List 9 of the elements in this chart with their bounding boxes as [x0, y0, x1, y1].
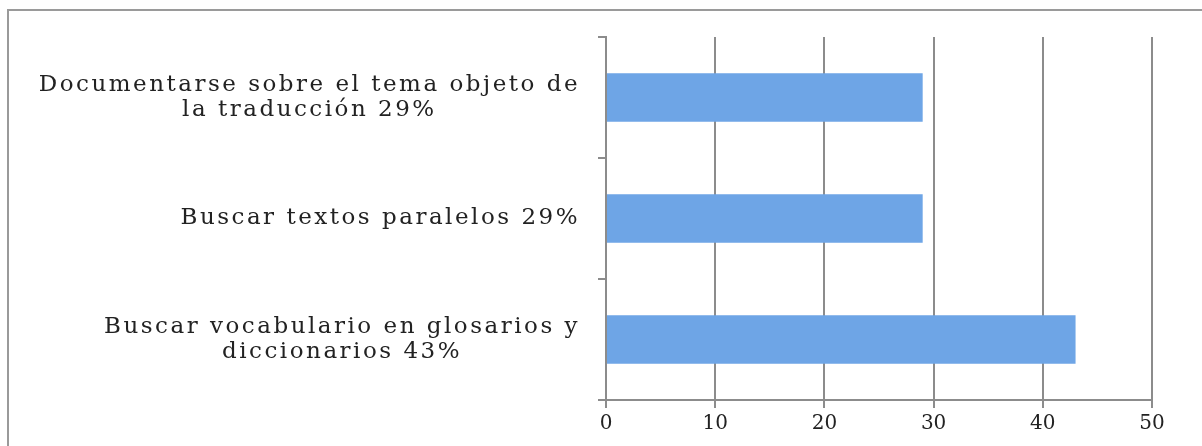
- x-tick-label: 50: [1139, 410, 1165, 435]
- y-tick-label: Buscar textos paralelos 29%: [180, 203, 580, 230]
- y-tick-label: Buscar vocabulario en glosarios y diccionarios 43%: [104, 311, 580, 363]
- x-tick-label: 30: [920, 410, 947, 435]
- x-tick-label: 10: [702, 410, 728, 435]
- x-tick-label: 0: [599, 410, 613, 435]
- x-tick-label: 40: [1030, 410, 1056, 435]
- y-tick-label: Documentarse sobre el tema objeto de la traducción 29%: [38, 69, 580, 121]
- x-tick-label: 20: [811, 410, 838, 435]
